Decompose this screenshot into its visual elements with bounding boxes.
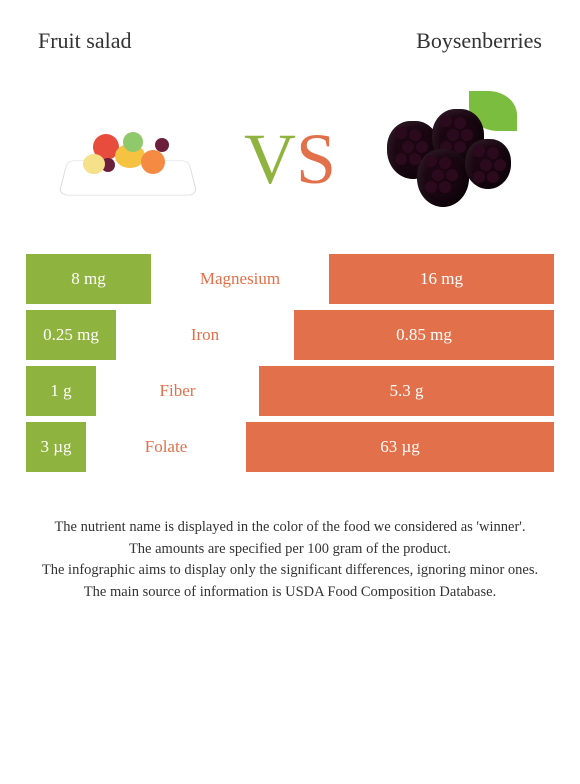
nutrient-label: Fiber [96,366,259,416]
boysenberries-icon [377,99,527,219]
footnote-line: The infographic aims to display only the… [40,561,540,581]
vs-v: V [244,118,296,201]
vs-s: S [296,118,336,201]
nutrient-row: 0.25 mgIron0.85 mg [26,310,554,360]
footnote-line: The nutrient name is displayed in the co… [40,518,540,538]
nutrient-row: 8 mgMagnesium16 mg [26,254,554,304]
left-food-title: Fruit salad [38,28,132,54]
left-value: 8 mg [26,254,151,304]
images-row: VS [0,54,580,254]
left-value: 1 g [26,366,96,416]
nutrient-row: 1 gFiber5.3 g [26,366,554,416]
nutrient-label: Folate [86,422,246,472]
footnote-line: The amounts are specified per 100 gram o… [40,540,540,560]
nutrient-row: 3 µgFolate63 µg [26,422,554,472]
vs-label: VS [244,118,336,201]
left-value: 3 µg [26,422,86,472]
right-value: 63 µg [246,422,554,472]
footnotes: The nutrient name is displayed in the co… [0,478,580,602]
nutrient-table: 8 mgMagnesium16 mg0.25 mgIron0.85 mg1 gF… [0,254,580,472]
footnote-line: The main source of information is USDA F… [40,583,540,603]
right-value: 16 mg [329,254,554,304]
right-value: 0.85 mg [294,310,554,360]
nutrient-label: Iron [116,310,294,360]
right-food-title: Boysenberries [416,28,542,54]
right-value: 5.3 g [259,366,554,416]
left-food-image [48,94,208,224]
right-food-image [372,94,532,224]
header: Fruit salad Boysenberries [0,0,580,54]
nutrient-label: Magnesium [151,254,329,304]
left-value: 0.25 mg [26,310,116,360]
fruit-salad-icon [53,114,203,204]
